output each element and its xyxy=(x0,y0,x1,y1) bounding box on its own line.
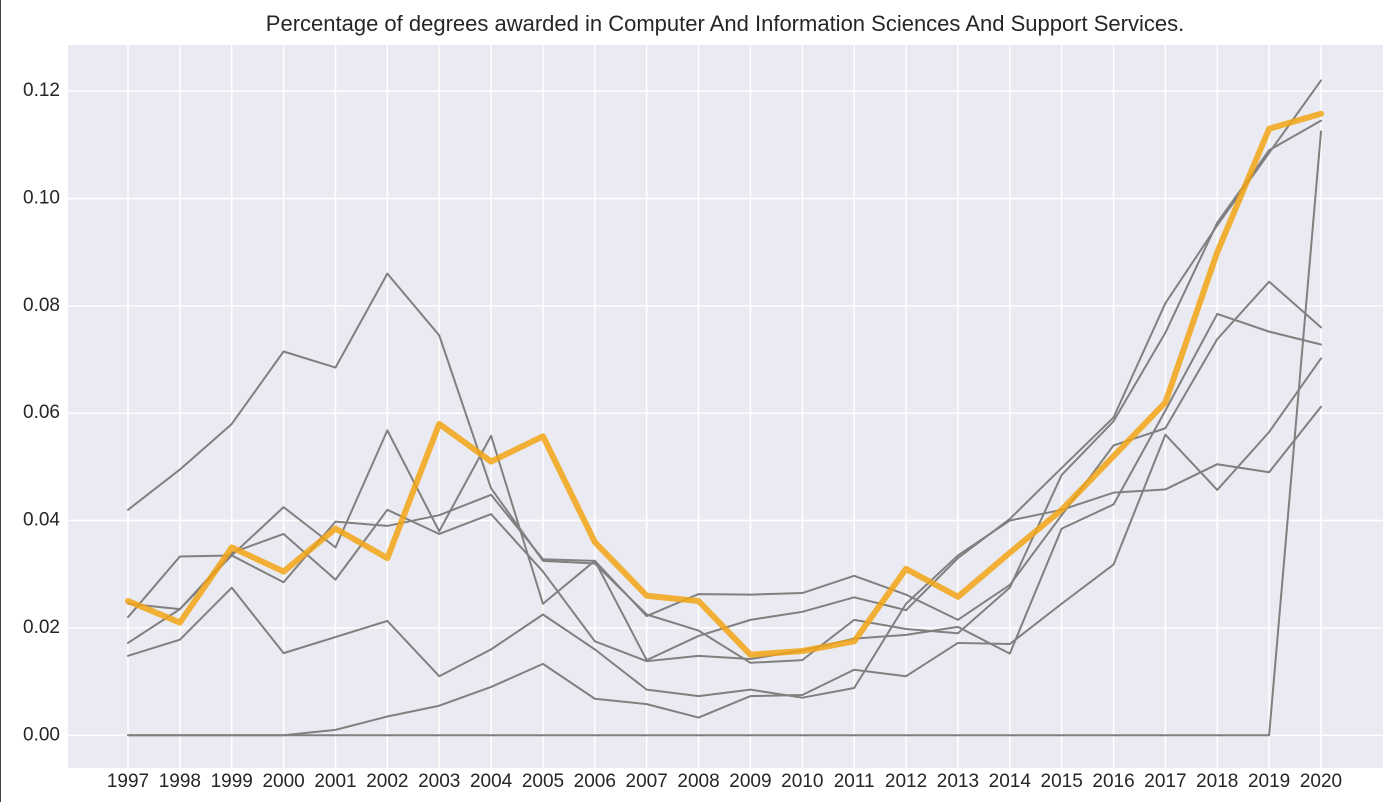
x-tick-label: 2014 xyxy=(989,771,1032,792)
x-tick-label: 2018 xyxy=(1196,771,1238,792)
x-tick-label: 2008 xyxy=(677,771,719,792)
y-tick-label: 0.02 xyxy=(23,617,60,638)
series-line xyxy=(127,130,1322,737)
y-tick-label: 0.06 xyxy=(23,402,60,423)
plot-area xyxy=(68,45,1383,768)
y-tick-label: 0.00 xyxy=(23,724,60,745)
series-line xyxy=(127,280,1322,621)
x-tick-label: 2013 xyxy=(937,771,979,792)
series-line xyxy=(125,110,1324,658)
y-tick-label: 0.10 xyxy=(23,188,60,209)
x-tick-label: 1999 xyxy=(211,771,253,792)
x-tick-label: 2017 xyxy=(1144,771,1186,792)
x-tick-label: 1997 xyxy=(107,771,149,792)
x-tick-label: 2019 xyxy=(1248,771,1290,792)
series-line xyxy=(127,312,1322,663)
x-tick-label: 2015 xyxy=(1041,771,1083,792)
x-tick-label: 2003 xyxy=(418,771,460,792)
x-tick-label: 1998 xyxy=(159,771,201,792)
series-line xyxy=(127,119,1322,664)
chart-title: Percentage of degrees awarded in Compute… xyxy=(266,11,1184,36)
x-tick-label: 2002 xyxy=(366,771,408,792)
x-tick-label: 2005 xyxy=(522,771,564,792)
x-tick-label: 2016 xyxy=(1092,771,1134,792)
y-tick-label: 0.08 xyxy=(23,295,60,316)
x-tick-label: 2000 xyxy=(262,771,304,792)
y-tick-label: 0.12 xyxy=(23,80,60,101)
x-tick-label: 2012 xyxy=(885,771,927,792)
series-line xyxy=(127,357,1322,737)
x-tick-label: 2001 xyxy=(314,771,356,792)
x-tick-label: 2020 xyxy=(1300,771,1342,792)
x-tick-label: 2007 xyxy=(626,771,668,792)
x-tick-label: 2009 xyxy=(729,771,771,792)
x-tick-label: 2011 xyxy=(834,771,875,792)
x-tick-label: 2004 xyxy=(470,771,513,792)
x-tick-label: 2006 xyxy=(574,771,616,792)
x-tick-label: 2010 xyxy=(781,771,823,792)
y-tick-label: 0.04 xyxy=(23,510,60,531)
series-line xyxy=(127,405,1322,699)
